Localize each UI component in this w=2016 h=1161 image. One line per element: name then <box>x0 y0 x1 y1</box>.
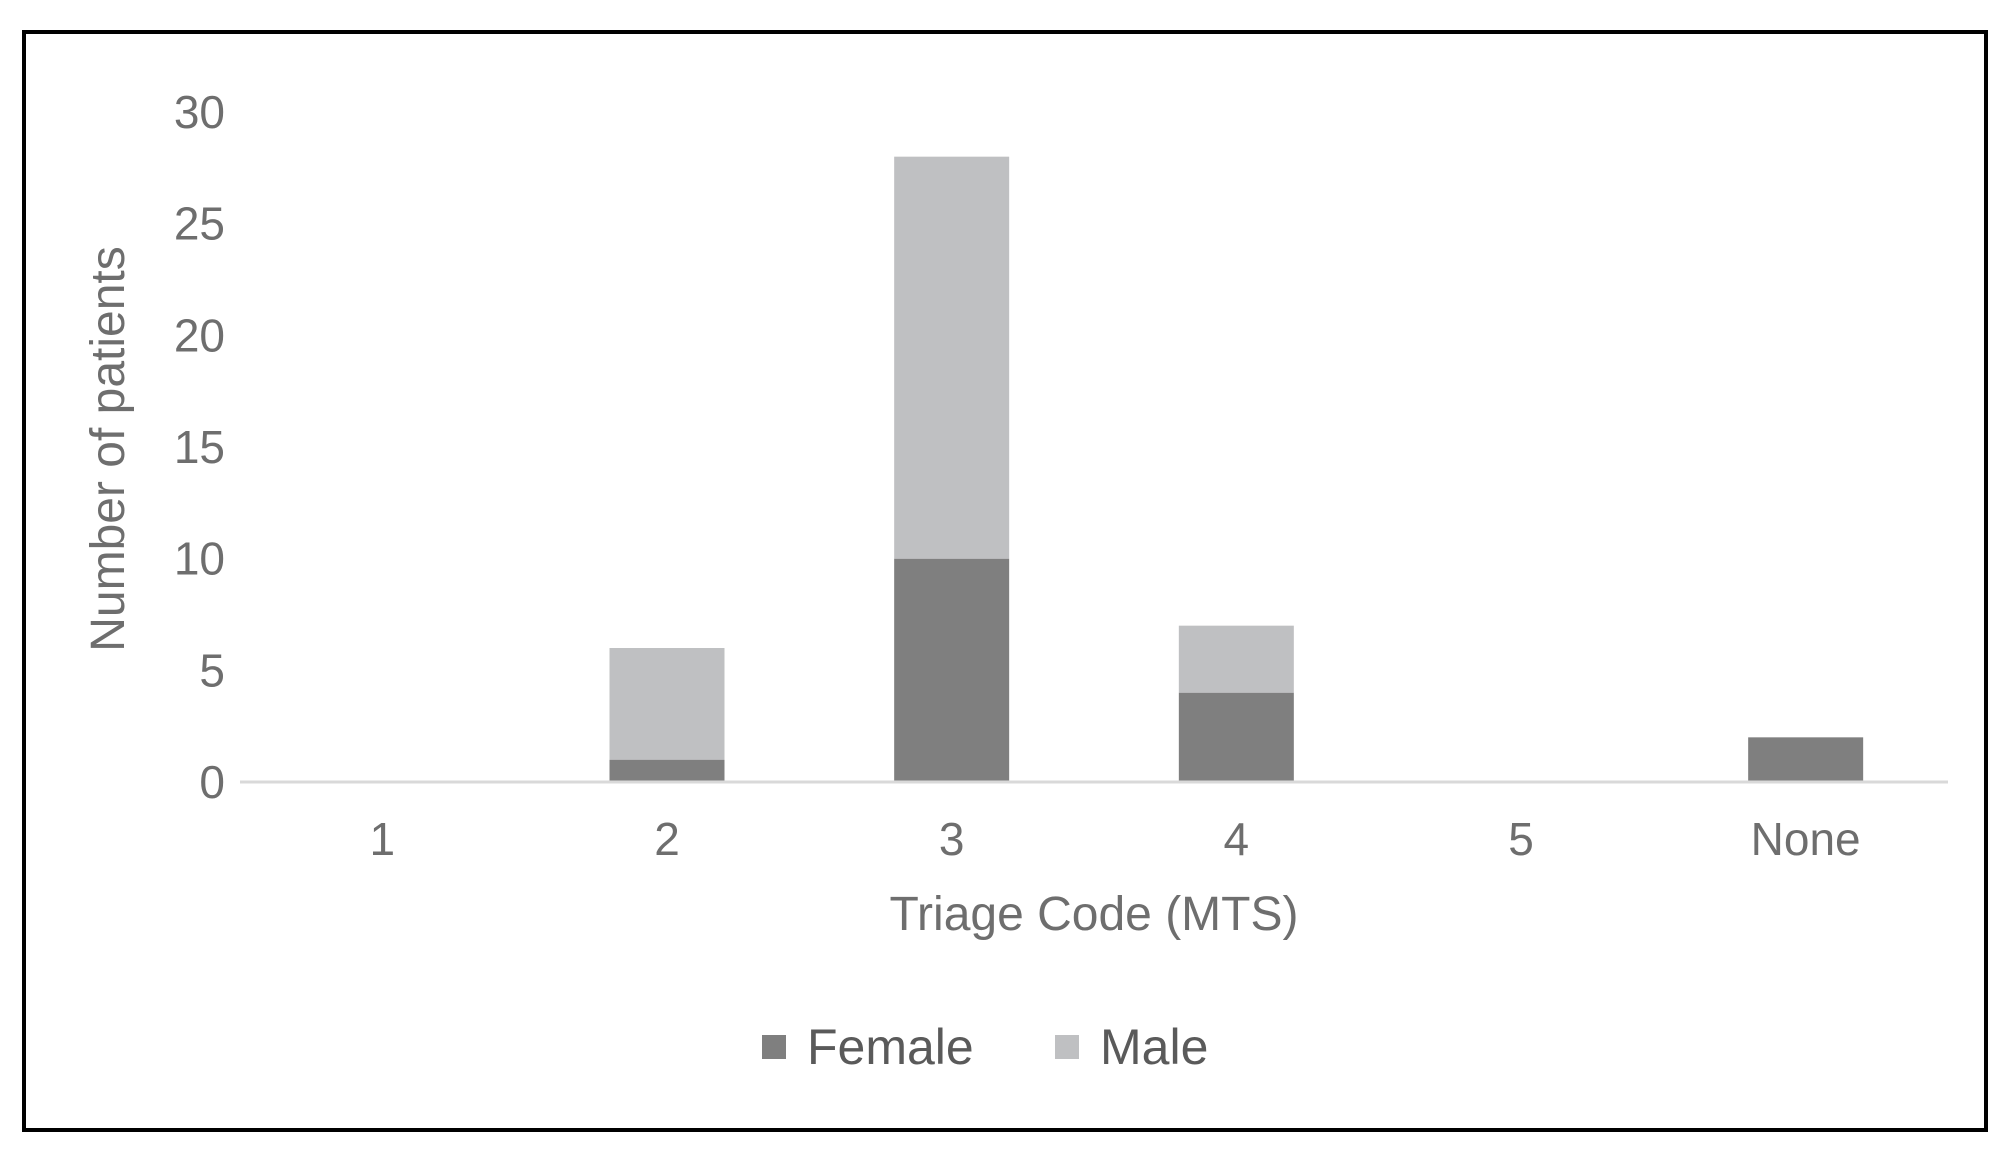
y-axis-ticks: 0 5 10 15 20 25 30 <box>174 86 225 808</box>
y-tick-label: 0 <box>199 756 225 808</box>
x-tick-label: 5 <box>1508 813 1534 865</box>
y-tick-label: 20 <box>174 309 225 361</box>
x-axis-title: Triage Code (MTS) <box>890 888 1299 941</box>
legend-label-female: Female <box>807 1019 974 1075</box>
bar-male-4 <box>1178 625 1294 693</box>
x-tick-label: 2 <box>654 813 680 865</box>
bar-male-3 <box>894 156 1010 559</box>
legend-swatch-male <box>1055 1035 1079 1059</box>
y-tick-label: 30 <box>174 86 225 138</box>
x-tick-label: 1 <box>370 813 396 865</box>
legend-label-male: Male <box>1100 1019 1208 1075</box>
bar-female-2 <box>609 759 725 782</box>
legend-swatch-female <box>762 1035 786 1059</box>
y-axis-title: Number of patients <box>82 246 135 652</box>
x-tick-label: None <box>1751 813 1861 865</box>
x-tick-label: 4 <box>1224 813 1250 865</box>
y-tick-label: 10 <box>174 533 225 585</box>
bar-male-2 <box>609 648 725 760</box>
bar-female-4 <box>1178 692 1294 782</box>
y-tick-label: 15 <box>174 421 225 473</box>
y-tick-label: 5 <box>199 644 225 696</box>
x-tick-label: 3 <box>939 813 965 865</box>
x-axis-ticks: 1 2 3 4 5 None <box>370 813 1861 865</box>
bar-female-3 <box>894 558 1010 782</box>
bar-female-none <box>1748 737 1864 782</box>
y-tick-label: 25 <box>174 198 225 250</box>
bars <box>609 156 1864 782</box>
legend: Female Male <box>762 1019 1208 1075</box>
